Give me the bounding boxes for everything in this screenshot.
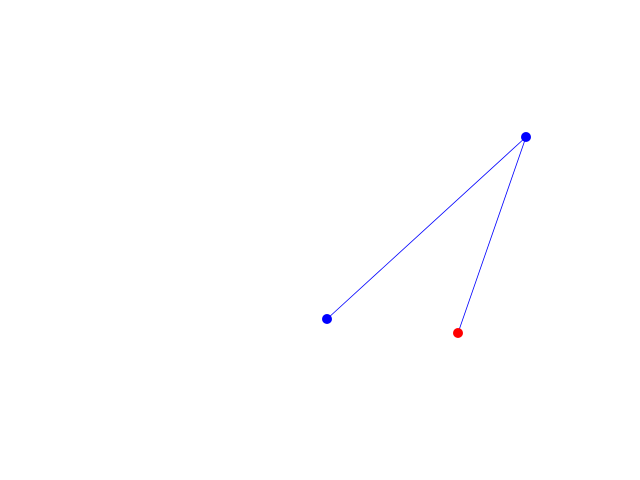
point[interactable] [322, 314, 332, 324]
point[interactable] [521, 132, 531, 142]
edge [457, 136, 527, 334]
edge [326, 136, 527, 320]
point[interactable] [453, 328, 463, 338]
